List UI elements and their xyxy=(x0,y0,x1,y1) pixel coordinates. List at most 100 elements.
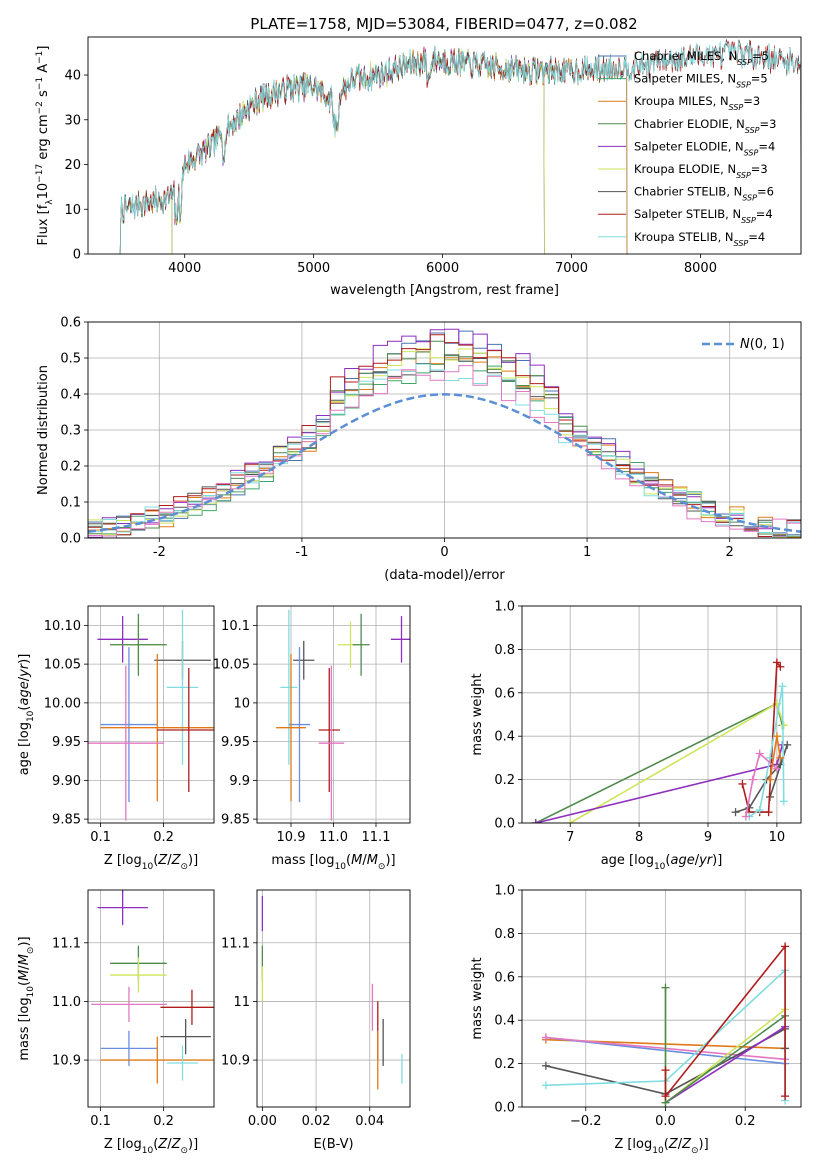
y-tick-label: 10 xyxy=(64,203,81,218)
plot-area xyxy=(276,609,410,821)
legend-label: Chabrier STELIB, NSSP=6 xyxy=(634,185,774,203)
axes-frame xyxy=(256,889,411,1108)
y-tick-label: 10 xyxy=(233,696,250,711)
y-tick-label: 11 xyxy=(233,995,250,1010)
x-axis-label: Z [log10(Z/Z⊙)] xyxy=(614,1137,708,1156)
figure-title: PLATE=1758, MJD=53084, FIBERID=0477, z=0… xyxy=(250,15,637,33)
y-tick-label: 0 xyxy=(73,248,81,263)
y-axis-label: mass weight xyxy=(470,957,485,1039)
legend-label: Salpeter STELIB, NSSP=4 xyxy=(634,207,773,225)
legend-label: Chabrier ELODIE, NSSP=3 xyxy=(634,117,776,135)
x-tick-label: 0.00 xyxy=(248,1114,277,1129)
x-tick-label: 0.1 xyxy=(90,1114,111,1129)
y-tick-label: 20 xyxy=(64,158,81,173)
y-tick-label: 9.9 xyxy=(229,774,250,789)
y-tick-label: 10.10 xyxy=(44,619,81,634)
y-tick-label: 0.0 xyxy=(60,532,81,547)
plot-area xyxy=(88,609,214,821)
y-axis-label: Normed distribution xyxy=(36,365,51,495)
plot-area xyxy=(88,328,801,538)
residual-histogram-panel: -2 -1 0 1 2 0.0 0.1 0.2 0.3 0.4 0.5 0.6 N(0, 1) (data… xyxy=(36,316,802,583)
y-tick-label: 1.0 xyxy=(494,600,515,615)
x-tick-label: 2 xyxy=(726,545,734,560)
y-tick-label: 11.1 xyxy=(52,936,81,951)
plot-area xyxy=(91,890,214,1084)
y-tick-label: 10.9 xyxy=(52,1054,81,1069)
x-axis-label: (data-model)/error xyxy=(384,568,505,583)
legend-label: N(0, 1) xyxy=(740,337,785,352)
y-axis-label: mass [log10(M/M⊙)] xyxy=(17,936,36,1060)
y-tick-label: 9.95 xyxy=(52,735,81,750)
axes-frame xyxy=(256,605,411,824)
y-tick-label: 0.4 xyxy=(494,1014,515,1029)
spectrum-series-8 xyxy=(119,40,801,254)
histogram-series-9 xyxy=(88,365,801,537)
weight-series-5 xyxy=(665,1026,786,1104)
legend-label: Kroupa ELODIE, NSSP=3 xyxy=(634,162,768,180)
x-axis-label: mass [log10(M/M⊙)] xyxy=(271,853,395,872)
age-vs-metallicity-panel: 0.1 0.2 9.85 9.90 9.95 10.00 10.05 10.10 Z [log1… xyxy=(17,605,215,872)
mass-vs-metallicity-panel: 0.1 0.2 10.9 11.0 11.1 Z [log10(Z/Z⊙)] mass [l… xyxy=(17,889,215,1156)
x-tick-label: 11.1 xyxy=(362,830,391,845)
y-tick-label: 9.90 xyxy=(52,774,81,789)
axes-frame xyxy=(87,605,215,824)
weight-series-6 xyxy=(745,752,778,817)
x-tick-label: -1 xyxy=(295,545,308,560)
y-tick-label: 0.2 xyxy=(494,773,515,788)
x-tick-label: 11.0 xyxy=(319,830,348,845)
x-tick-label: 6000 xyxy=(426,261,459,276)
plot-area xyxy=(261,895,403,1090)
x-tick-label: 0.02 xyxy=(302,1114,331,1129)
mass-vs-ebv-panel: 0.00 0.02 0.04 10.9 11 11.1 E(B-V) xyxy=(221,889,411,1152)
axes-frame xyxy=(87,36,802,255)
y-tick-label: 0.8 xyxy=(494,927,515,942)
y-axis-label: age [log10(age/yr)] xyxy=(17,654,36,776)
y-tick-label: 11.1 xyxy=(221,936,250,951)
x-axis-label: Z [log10(Z/Z⊙)] xyxy=(104,853,198,872)
x-tick-label: 9 xyxy=(704,830,712,845)
axes-frame xyxy=(87,889,215,1108)
y-tick-label: 0.2 xyxy=(60,460,81,475)
x-tick-label: 0 xyxy=(440,545,448,560)
x-tick-label: 0.2 xyxy=(153,1114,174,1129)
mass-weight-vs-metallicity-panel: −0.2 0.0 0.2 0.0 0.2 0.4 0.6 0.8 1.0 Z [log10(Z/Z… xyxy=(470,884,802,1156)
y-tick-label: 0.2 xyxy=(494,1057,515,1072)
y-tick-label: 0.3 xyxy=(60,424,81,439)
x-tick-label: 4000 xyxy=(168,261,201,276)
y-tick-label: 0.8 xyxy=(494,643,515,658)
legend-label: Kroupa MILES, NSSP=3 xyxy=(634,94,760,112)
y-tick-label: 0.0 xyxy=(494,1101,515,1116)
x-tick-label: -2 xyxy=(153,545,166,560)
y-tick-label: 0.0 xyxy=(494,817,515,832)
x-axis-label: Z [log10(Z/Z⊙)] xyxy=(104,1137,198,1156)
y-tick-label: 10.05 xyxy=(213,658,250,673)
axes-frame xyxy=(521,889,802,1108)
spectrum-panel: 4000 5000 6000 7000 8000 0 10 20 30 40 Chabrier MI… xyxy=(35,36,802,298)
mass-weight-vs-age-panel: 7 8 9 10 0.0 0.2 0.4 0.6 0.8 1.0 age [log10(age/yr… xyxy=(470,600,802,872)
axes-frame xyxy=(87,321,802,539)
y-tick-label: 0.6 xyxy=(494,686,515,701)
x-tick-label: 10.9 xyxy=(277,830,306,845)
x-tick-label: 7000 xyxy=(555,261,588,276)
x-tick-label: 1 xyxy=(583,545,591,560)
y-tick-label: 0.4 xyxy=(494,730,515,745)
y-tick-label: 9.85 xyxy=(52,813,81,828)
y-tick-label: 11.0 xyxy=(52,995,81,1010)
x-tick-label: 8000 xyxy=(684,261,717,276)
gaussian-reference-curve xyxy=(88,393,801,533)
y-tick-label: 9.95 xyxy=(221,735,250,750)
x-axis-label: E(B-V) xyxy=(313,1137,353,1152)
x-tick-label: 0.2 xyxy=(153,830,174,845)
y-tick-label: 30 xyxy=(64,113,81,128)
y-tick-label: 0.6 xyxy=(494,970,515,985)
y-tick-label: 0.4 xyxy=(60,388,81,403)
x-axis-label: age [log10(age/yr)] xyxy=(601,853,723,872)
plot-area xyxy=(531,658,792,823)
plot-area xyxy=(119,39,801,254)
y-tick-label: 10.9 xyxy=(221,1054,250,1069)
x-tick-label: −0.2 xyxy=(570,1114,602,1129)
y-axis-label: mass weight xyxy=(470,673,485,755)
y-tick-label: 10.00 xyxy=(44,696,81,711)
legend-label: Salpeter MILES, NSSP=5 xyxy=(634,72,768,90)
